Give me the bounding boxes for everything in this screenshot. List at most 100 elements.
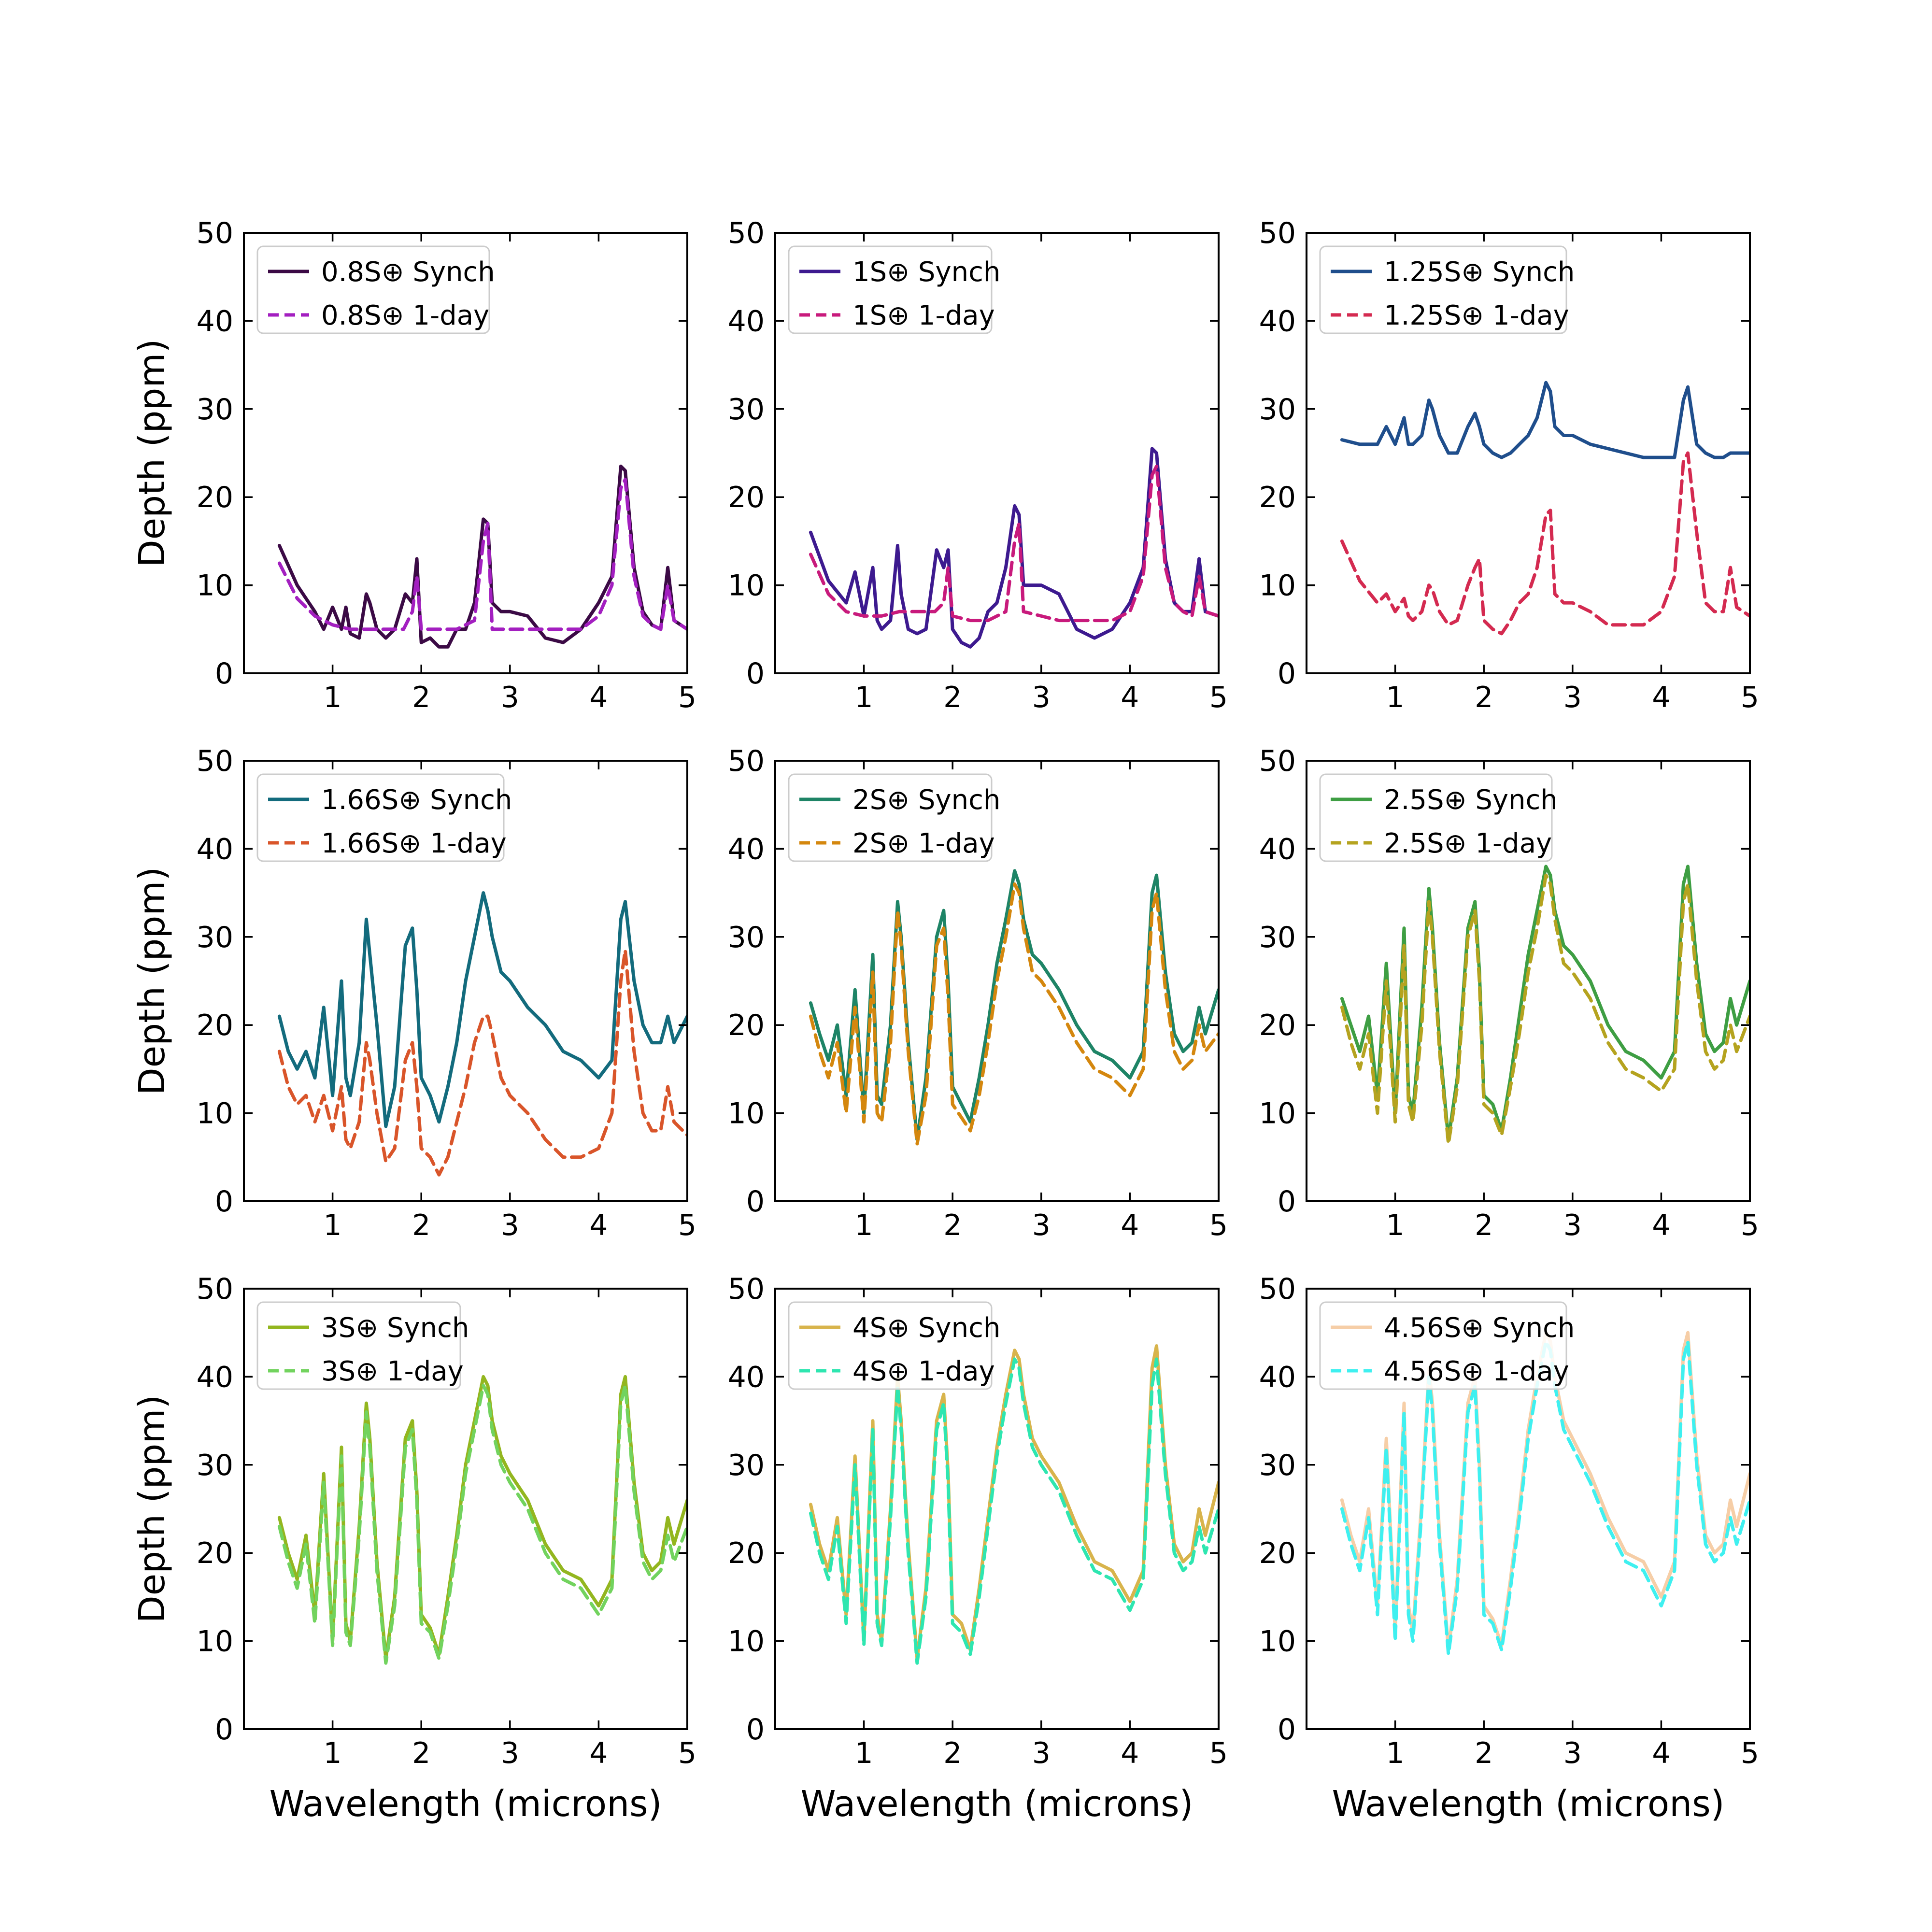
- y-tick-label: 40: [1259, 304, 1296, 338]
- x-axis-title: Wavelength (microns): [1332, 1783, 1724, 1825]
- legend-entry: 1S⊕ Synch: [852, 256, 1000, 288]
- y-tick-label: 40: [728, 832, 765, 866]
- y-tick-label: 40: [197, 1360, 233, 1394]
- legend: 1.25S⊕ Synch 1.25S⊕ 1-day: [1319, 245, 1575, 334]
- y-tick-label: 40: [197, 832, 233, 866]
- legend-entry: 1.25S⊕ Synch: [1384, 256, 1575, 288]
- legend-entry: 1.66S⊕ Synch: [321, 784, 512, 816]
- x-tick-label: 2: [412, 1736, 430, 1770]
- x-tick-label: 3: [1563, 1208, 1582, 1242]
- series-line-1-day: [809, 464, 1219, 623]
- x-tick-label: 1: [855, 1208, 873, 1242]
- y-tick-label: 20: [728, 1536, 765, 1570]
- x-tick-label: 1: [324, 1736, 342, 1770]
- y-axis-title: Depth (ppm): [131, 867, 173, 1095]
- legend-entry: 0.8S⊕ Synch: [321, 256, 495, 288]
- series-line-synch: [809, 869, 1219, 1141]
- axes-frame: [1306, 232, 1751, 674]
- legend-box: [256, 245, 490, 334]
- legend-box: [1319, 773, 1553, 862]
- x-tick-label: 1: [324, 681, 342, 714]
- y-tick-label: 0: [746, 657, 765, 691]
- legend-entry: 1S⊕ 1-day: [852, 300, 995, 331]
- y-tick-label: 50: [197, 216, 233, 250]
- x-tick-label: 4: [1121, 681, 1139, 714]
- legend-entry: 4S⊕ Synch: [852, 1312, 1000, 1344]
- legend: 2S⊕ Synch 2S⊕ 1-day: [788, 773, 1000, 862]
- x-tick-label: 4: [589, 1208, 608, 1242]
- y-tick-label: 20: [1259, 481, 1296, 514]
- axes-frame: [243, 760, 688, 1202]
- y-tick-label: 0: [215, 657, 233, 691]
- x-tick-label: 2: [1475, 681, 1493, 714]
- y-tick-label: 10: [197, 569, 233, 603]
- y-tick-label: 50: [1259, 1272, 1296, 1306]
- axes-frame: [243, 232, 688, 674]
- y-tick-label: 30: [1259, 393, 1296, 426]
- legend-box: [1319, 1301, 1567, 1390]
- y-tick-label: 20: [197, 1009, 233, 1042]
- y-tick-label: 50: [728, 744, 765, 778]
- series-line-1-day: [277, 1384, 687, 1665]
- x-tick-label: 2: [943, 1208, 962, 1242]
- y-tick-label: 40: [728, 1360, 765, 1394]
- legend-box: [1319, 245, 1567, 334]
- y-tick-label: 10: [728, 1097, 765, 1131]
- y-tick-label: 20: [728, 481, 765, 514]
- x-tick-label: 3: [1032, 1736, 1051, 1770]
- x-tick-label: 3: [1563, 681, 1582, 714]
- x-tick-label: 3: [1032, 681, 1051, 714]
- series-line-1-day: [1340, 873, 1750, 1146]
- series-line-1-day: [809, 1357, 1219, 1665]
- x-tick-label: 5: [1741, 681, 1759, 714]
- x-tick-label: 5: [678, 1208, 696, 1242]
- legend-box: [788, 245, 993, 334]
- y-tick-label: 40: [728, 304, 765, 338]
- series-line-1-day: [809, 882, 1219, 1146]
- y-tick-label: 30: [197, 921, 233, 954]
- axes-frame: [774, 1288, 1220, 1730]
- y-tick-label: 30: [197, 1449, 233, 1482]
- legend-box: [256, 1301, 461, 1390]
- y-tick-label: 10: [197, 1625, 233, 1659]
- legend-box: [788, 1301, 993, 1390]
- y-tick-label: 20: [197, 1536, 233, 1570]
- legend-entry: 3S⊕ 1-day: [321, 1356, 464, 1387]
- x-tick-label: 2: [1475, 1208, 1493, 1242]
- legend-entry: 3S⊕ Synch: [321, 1312, 469, 1344]
- x-tick-label: 1: [855, 681, 873, 714]
- series-line-synch: [277, 891, 687, 1128]
- series-line-synch: [1340, 381, 1750, 459]
- axes-frame: [774, 760, 1220, 1202]
- y-tick-label: 20: [728, 1009, 765, 1042]
- y-tick-label: 20: [1259, 1536, 1296, 1570]
- y-tick-label: 0: [1278, 1185, 1296, 1219]
- legend-entry: 0.8S⊕ 1-day: [321, 300, 489, 331]
- axes-frame: [774, 232, 1220, 674]
- x-tick-label: 2: [1475, 1736, 1493, 1770]
- y-tick-label: 50: [197, 744, 233, 778]
- x-tick-label: 4: [589, 1736, 608, 1770]
- series-line-synch: [277, 464, 687, 649]
- x-tick-label: 3: [1032, 1208, 1051, 1242]
- legend-entry: 4.56S⊕ Synch: [1384, 1312, 1575, 1344]
- y-tick-label: 10: [728, 569, 765, 603]
- y-tick-label: 50: [1259, 744, 1296, 778]
- x-tick-label: 5: [1741, 1736, 1759, 1770]
- legend-entry: 2.5S⊕ Synch: [1384, 784, 1558, 816]
- y-tick-label: 0: [215, 1185, 233, 1219]
- legend-box: [256, 773, 505, 862]
- x-tick-label: 2: [412, 681, 430, 714]
- x-tick-label: 3: [501, 1736, 519, 1770]
- x-tick-label: 3: [501, 1208, 519, 1242]
- y-tick-label: 30: [728, 921, 765, 954]
- y-tick-label: 0: [746, 1185, 765, 1219]
